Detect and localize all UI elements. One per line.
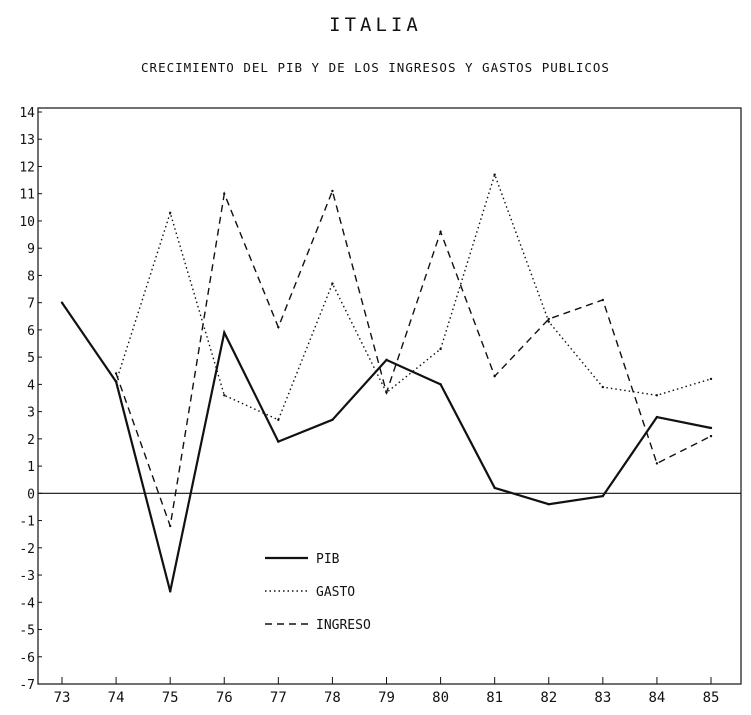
- series-line-ingreso: [115, 188, 712, 527]
- data-point-ingreso: [655, 462, 659, 465]
- x-tick-label: 79: [378, 690, 395, 706]
- data-point-gasto: [493, 173, 496, 176]
- series-layer: [60, 172, 713, 593]
- y-tick-label: 13: [19, 133, 35, 148]
- data-point-gasto: [331, 282, 334, 285]
- y-tick-label: 9: [27, 242, 35, 257]
- data-point-ingreso: [385, 391, 388, 394]
- data-point-pib: [385, 358, 388, 362]
- x-tick-label: 74: [108, 690, 125, 706]
- legend-label-ingreso: INGRESO: [316, 618, 371, 633]
- data-point-gasto: [655, 394, 659, 397]
- data-point-ingreso: [331, 189, 334, 193]
- data-point-pib: [709, 426, 713, 430]
- data-point-pib: [331, 418, 334, 421]
- data-point-gasto: [547, 320, 550, 323]
- y-tick-label: -7: [19, 678, 35, 693]
- x-tick-label: 78: [324, 690, 341, 706]
- data-point-ingreso: [223, 192, 226, 195]
- y-tick-label: -5: [19, 624, 35, 639]
- y-tick-label: 12: [19, 160, 35, 175]
- x-tick-label: 75: [162, 690, 179, 706]
- y-tick-label: -1: [19, 515, 35, 530]
- y-tick-label: 2: [27, 433, 35, 448]
- data-point-gasto: [168, 211, 172, 214]
- x-tick-label: 85: [703, 690, 720, 706]
- data-point-gasto: [709, 377, 713, 381]
- x-tick-label: 84: [648, 690, 665, 706]
- y-tick-label: 1: [27, 460, 35, 475]
- y-tick-label: -3: [19, 569, 35, 584]
- data-point-gasto: [601, 385, 605, 389]
- data-point-pib: [60, 301, 64, 304]
- data-point-ingreso: [493, 375, 496, 378]
- series-line-pib: [61, 302, 712, 592]
- legend: PIB GASTO INGRESO: [265, 552, 371, 633]
- y-tick-label: 11: [19, 188, 35, 203]
- data-point-ingreso: [168, 524, 172, 528]
- legend-label-gasto: GASTO: [316, 585, 355, 600]
- y-tick-label: 14: [19, 106, 35, 121]
- x-tick-label: 81: [486, 690, 503, 706]
- y-tick-label: 8: [27, 269, 35, 284]
- y-tick-label: -4: [19, 596, 35, 611]
- y-tick-label: 0: [27, 487, 35, 502]
- data-point-pib: [547, 503, 550, 506]
- data-point-ingreso: [547, 317, 550, 321]
- series-line-gasto: [115, 172, 712, 421]
- plot-border: [37, 107, 742, 685]
- data-point-pib: [277, 440, 280, 443]
- y-tick-label: 5: [27, 351, 35, 366]
- data-point-gasto: [277, 418, 280, 421]
- x-tick-label: 80: [432, 690, 449, 706]
- data-point-ingreso: [439, 230, 442, 234]
- y-tick-label: 3: [27, 406, 35, 421]
- data-point-gasto: [114, 380, 118, 383]
- y-tick-label: 6: [27, 324, 35, 339]
- data-point-gasto: [439, 347, 442, 351]
- data-point-pib: [168, 590, 172, 593]
- x-tick-label: 77: [270, 690, 287, 706]
- y-tick-label: -2: [19, 542, 35, 557]
- data-point-ingreso: [114, 372, 118, 375]
- y-tick-label: 4: [27, 378, 35, 393]
- data-point-pib: [655, 415, 659, 419]
- y-tick-label: 10: [19, 215, 35, 230]
- data-point-gasto: [223, 394, 226, 397]
- x-tick-label: 73: [54, 690, 71, 706]
- data-point-ingreso: [277, 325, 280, 329]
- data-point-ingreso: [709, 434, 713, 438]
- data-point-ingreso: [601, 298, 605, 302]
- chart-subtitle: CRECIMIENTO DEL PIB Y DE LOS INGRESOS Y …: [141, 60, 610, 75]
- x-tick-label: 76: [216, 690, 233, 706]
- legend-label-pib: PIB: [316, 552, 340, 567]
- data-point-pib: [439, 383, 442, 386]
- data-point-pib: [601, 494, 605, 498]
- x-tick-label: 82: [540, 690, 557, 706]
- x-tick-label: 83: [594, 690, 611, 706]
- y-tick-label: -6: [19, 651, 35, 666]
- data-point-pib: [223, 331, 226, 334]
- y-tick-label: 7: [27, 297, 35, 312]
- chart-title: ITALIA: [329, 14, 422, 36]
- data-point-pib: [493, 486, 496, 490]
